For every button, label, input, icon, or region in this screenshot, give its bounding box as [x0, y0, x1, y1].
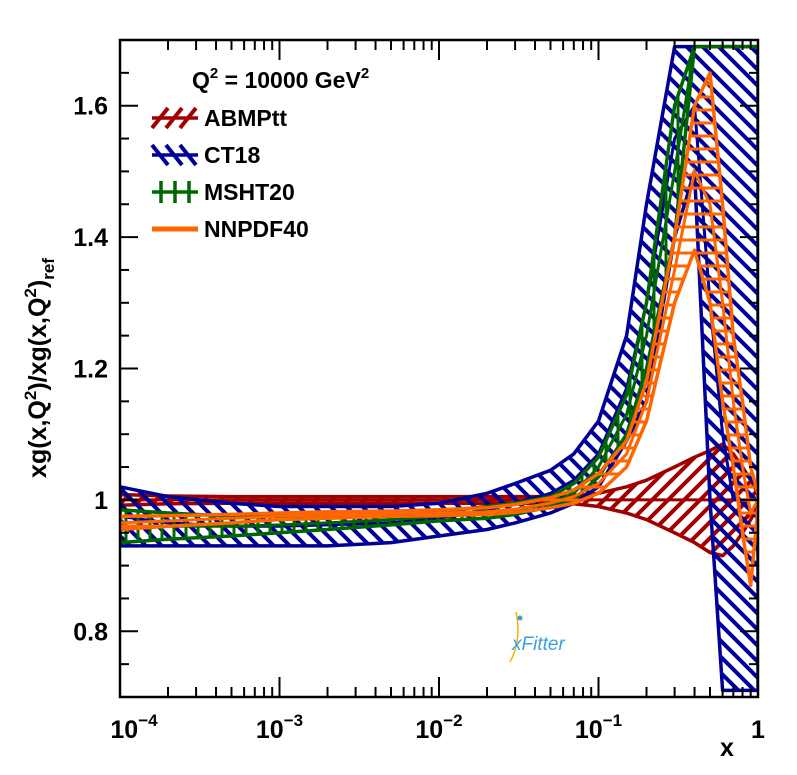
legend-label-msht20: MSHT20	[204, 179, 295, 205]
central-line-nnpdf40	[120, 166, 758, 525]
y-tick-label: 0.8	[73, 618, 108, 646]
band-area-nnpdf40	[120, 71, 758, 588]
legend-label-nnpdf40: NNPDF40	[204, 216, 309, 242]
y-tick-label: 1	[94, 487, 108, 515]
legend-item-nnpdf40: NNPDF40	[152, 216, 309, 242]
y-tick-label: 1.6	[73, 93, 108, 121]
legend-item-abmptt: ABMPtt	[150, 105, 287, 131]
logo-dot-icon	[517, 615, 523, 621]
y-tick-label: 1.4	[73, 224, 108, 252]
y-axis-title: xg(x,Q2)/xg(x,Q2)ref	[21, 258, 58, 478]
legend: ABMPtt CT18 MSHT20 NNPDF40	[150, 105, 309, 242]
x-tick-label: 10−4	[110, 711, 158, 744]
legend-label-abmptt: ABMPtt	[204, 105, 287, 131]
legend-item-msht20: MSHT20	[152, 179, 295, 205]
y-tick-label: 1.2	[73, 356, 108, 384]
x-tick-label: 10−2	[415, 711, 462, 744]
legend-symbol-msht20	[152, 181, 198, 203]
logo-swoosh-icon	[509, 611, 519, 663]
legend-symbol-abmptt	[150, 106, 198, 130]
q2-annotation: Q2 = 10000 GeV2	[192, 65, 369, 93]
axes-layer: 10−4 10−3 10−2 10−1 1 0.8 1 1.2 1.4 1.6	[73, 39, 765, 744]
legend-item-ct18: CT18	[150, 142, 260, 168]
band-nnpdf40	[120, 71, 758, 588]
legend-symbol-ct18	[150, 143, 198, 167]
x-tick-label: 1	[751, 716, 765, 744]
legend-label-ct18: CT18	[204, 142, 260, 168]
logo-text: xFitter	[511, 634, 565, 655]
xfitter-logo: xFitter	[509, 611, 565, 663]
band-layer	[120, 44, 758, 693]
x-axis-title: x	[720, 734, 734, 762]
x-tick-label: 10−3	[256, 711, 303, 744]
x-tick-label: 10−1	[575, 711, 622, 744]
